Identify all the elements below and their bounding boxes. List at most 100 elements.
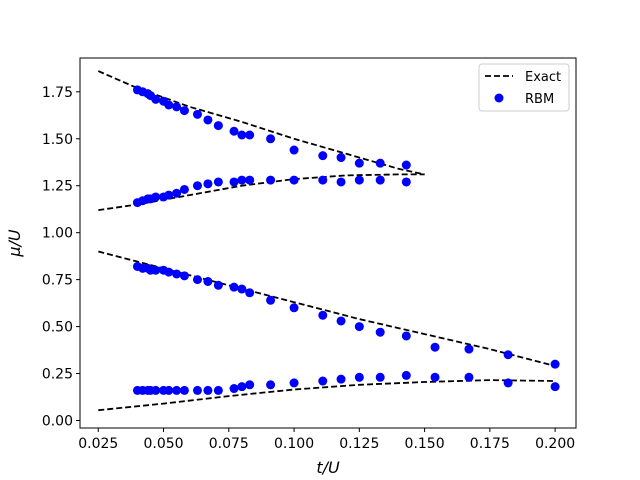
rbm-data-point [318, 376, 328, 386]
x-tick-label: 0.200 [535, 436, 575, 452]
y-tick-label: 0.00 [42, 413, 73, 429]
rbm-data-point [375, 175, 385, 185]
rbm-data-point [229, 126, 239, 136]
rbm-data-point [375, 327, 385, 337]
rbm-data-point [192, 109, 202, 119]
rbm-data-point [237, 284, 247, 294]
y-tick-label: 0.75 [42, 273, 73, 289]
rbm-data-point [203, 385, 213, 395]
rbm-data-point [179, 184, 189, 194]
rbm-data-point [164, 100, 174, 110]
rbm-data-point [318, 175, 328, 185]
rbm-data-point [172, 102, 182, 112]
rbm-data-point [430, 372, 440, 382]
rbm-data-point [179, 385, 189, 395]
rbm-data-point [401, 331, 411, 341]
rbm-data-point [237, 382, 247, 392]
rbm-data-point [151, 94, 161, 104]
rbm-data-point [401, 160, 411, 170]
rbm-data-point [229, 282, 239, 292]
rbm-data-point [550, 382, 560, 392]
rbm-data-point [336, 177, 346, 187]
rbm-data-point [192, 275, 202, 285]
rbm-data-point [336, 316, 346, 326]
exact-series-line [97, 70, 425, 176]
exact-series-line [98, 250, 556, 367]
legend: Exact RBM [478, 63, 570, 112]
rbm-data-point [229, 177, 239, 187]
rbm-data-point [503, 378, 513, 388]
rbm-data-point [213, 121, 223, 131]
rbm-data-point [354, 322, 364, 332]
rbm-data-point [164, 190, 174, 200]
rbm-data-point [172, 269, 182, 279]
rbm-data-point [213, 385, 223, 395]
axes-frame [79, 57, 577, 429]
rbm-data-point [245, 175, 255, 185]
rbm-data-point [172, 188, 182, 198]
rbm-data-point [354, 175, 364, 185]
rbm-data-point [464, 344, 474, 354]
y-axis-label: μ/U [5, 229, 24, 258]
rbm-data-point [213, 280, 223, 290]
rbm-data-point [266, 175, 276, 185]
x-axis-label: t/U [316, 458, 340, 477]
legend-rbm-swatch [494, 93, 504, 103]
rbm-data-point [289, 378, 299, 388]
y-tick-label: 1.00 [42, 226, 73, 242]
x-tick-label: 0.175 [470, 436, 510, 452]
y-tick-label: 0.50 [42, 320, 73, 336]
plot-area [97, 70, 560, 412]
y-tick-label: 1.25 [42, 179, 73, 195]
rbm-data-point [266, 134, 276, 144]
rbm-data-point [503, 350, 513, 360]
legend-rbm-label: RBM [525, 92, 554, 107]
rbm-data-point [213, 177, 223, 187]
x-tick-label: 0.150 [405, 436, 445, 452]
rbm-data-point [336, 374, 346, 384]
x-axis: 0.025 0.050 0.075 0.100 0.125 0.150 0.175 0.200 [78, 428, 575, 452]
rbm-data-point [318, 151, 328, 161]
rbm-data-point [192, 385, 202, 395]
rbm-data-point [266, 295, 276, 305]
rbm-data-point [266, 380, 276, 390]
rbm-data-point [375, 158, 385, 168]
legend-exact-label: Exact [525, 70, 561, 85]
x-tick-label: 0.125 [339, 436, 379, 452]
rbm-data-point [336, 153, 346, 163]
exact-series-line [98, 379, 556, 412]
rbm-data-point [203, 115, 213, 125]
rbm-data-point [237, 175, 247, 185]
rbm-data-point [164, 385, 174, 395]
exact-series-line [98, 173, 425, 211]
rbm-data-point [354, 372, 364, 382]
rbm-data-point [401, 177, 411, 187]
x-tick-label: 0.050 [143, 436, 183, 452]
rbm-data-point [245, 130, 255, 140]
rbm-data-point [464, 372, 474, 382]
y-tick-label: 0.25 [42, 367, 73, 383]
rbm-data-point [237, 130, 247, 140]
rbm-data-point [375, 372, 385, 382]
rbm-data-point [151, 385, 161, 395]
x-tick-label: 0.025 [78, 436, 118, 452]
rbm-data-point [354, 158, 364, 168]
x-tick-label: 0.075 [209, 436, 249, 452]
rbm-data-point [179, 106, 189, 116]
rbm-data-point [179, 271, 189, 281]
rbm-data-point [430, 342, 440, 352]
x-tick-label: 0.100 [274, 436, 314, 452]
rbm-data-point [164, 267, 174, 277]
rbm-data-point [401, 370, 411, 380]
rbm-data-point [203, 179, 213, 189]
y-tick-label: 1.75 [42, 85, 73, 101]
rbm-data-point [289, 145, 299, 155]
y-tick-label: 1.50 [42, 132, 73, 148]
rbm-data-point [245, 380, 255, 390]
rbm-data-point [192, 181, 202, 191]
rbm-data-point [289, 303, 299, 313]
rbm-data-point [550, 359, 560, 369]
rbm-data-point [318, 310, 328, 320]
rbm-data-point [245, 288, 255, 298]
